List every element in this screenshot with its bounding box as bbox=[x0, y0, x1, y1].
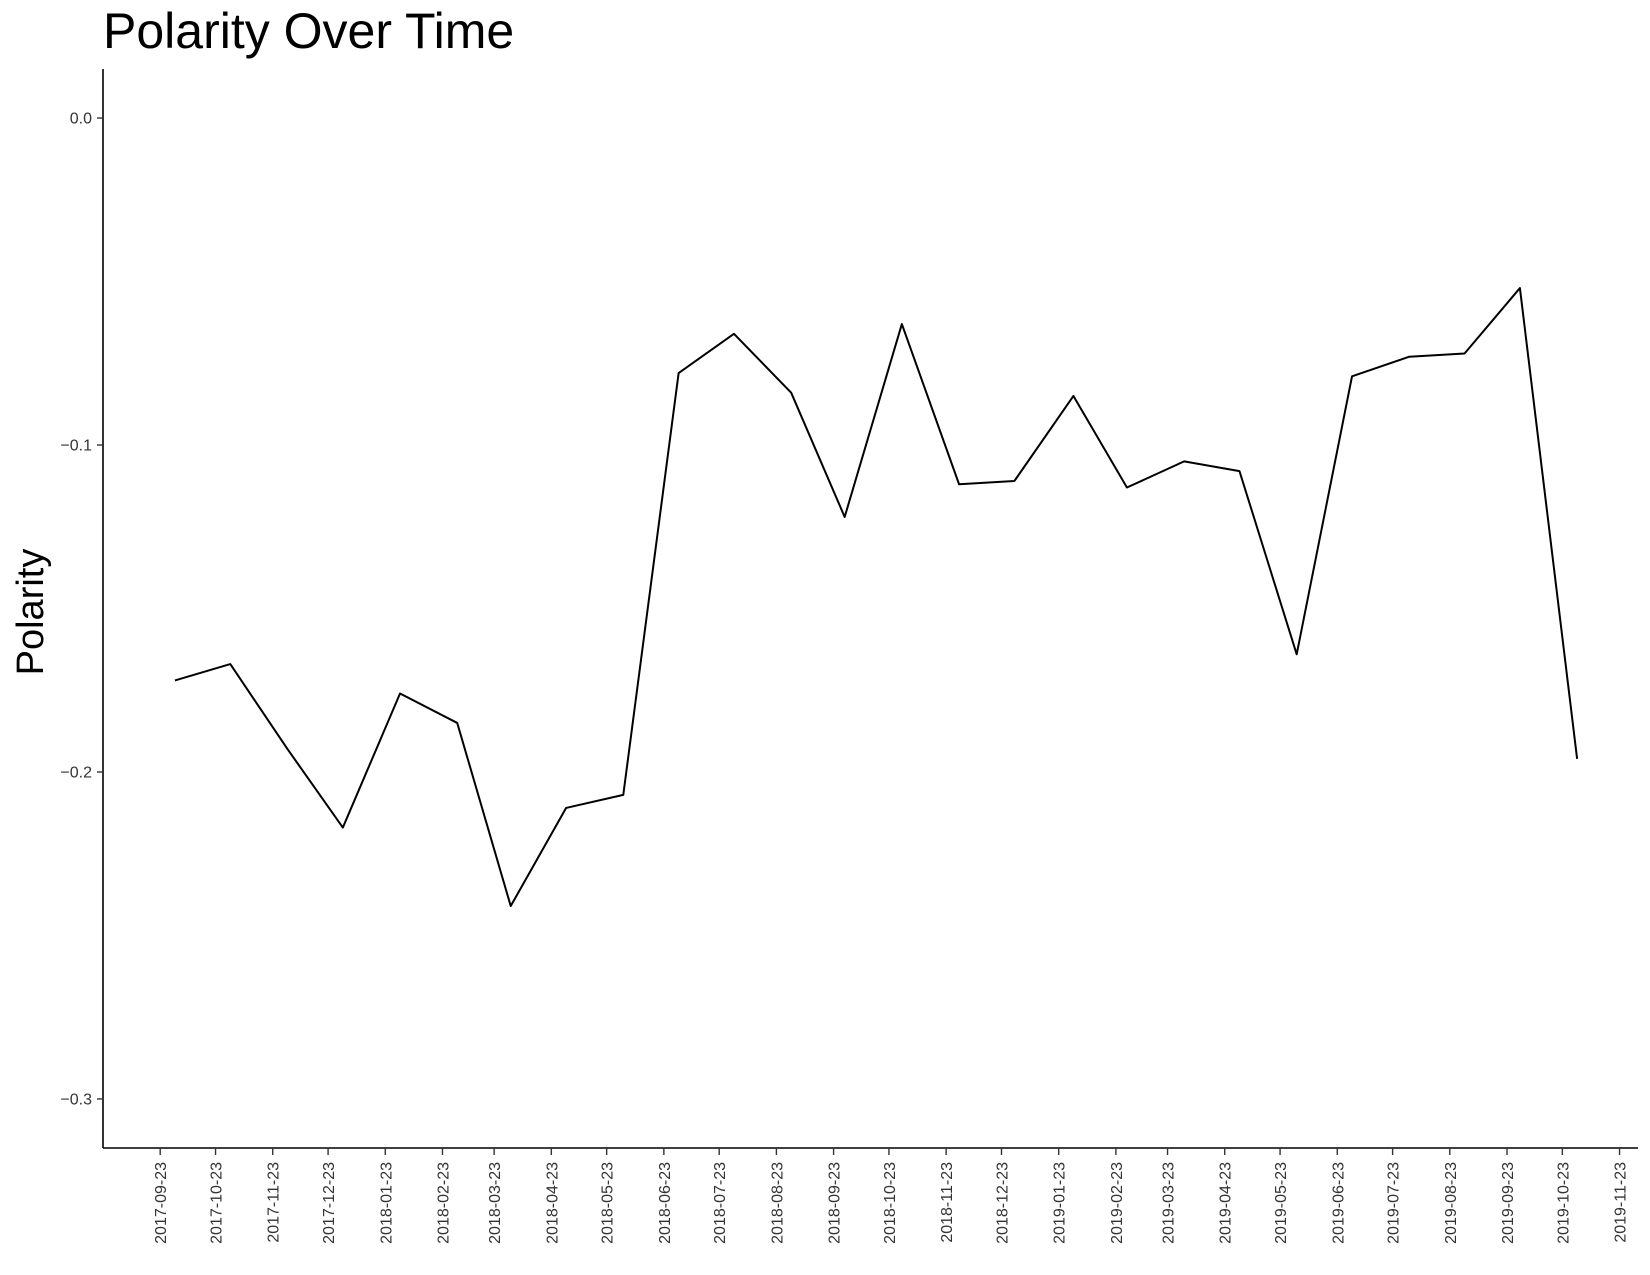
x-tick-label: 2018-06-23 bbox=[657, 1162, 674, 1244]
x-tick-label: 2017-09-23 bbox=[153, 1162, 170, 1244]
x-tick-label: 2018-04-23 bbox=[544, 1162, 561, 1244]
x-tick-label: 2019-09-23 bbox=[1500, 1162, 1517, 1244]
chart-title: Polarity Over Time bbox=[103, 3, 514, 59]
x-tick-label: 2018-02-23 bbox=[435, 1162, 452, 1244]
x-tick-label: 2019-02-23 bbox=[1109, 1162, 1126, 1244]
x-tick-label: 2019-05-23 bbox=[1273, 1162, 1290, 1244]
x-tick-label: 2017-10-23 bbox=[209, 1162, 226, 1244]
x-tick-label: 2018-11-23 bbox=[939, 1162, 956, 1243]
y-tick-label: 0.0 bbox=[70, 111, 92, 128]
y-tick-label: −0.3 bbox=[60, 1091, 92, 1108]
y-tick-label: −0.2 bbox=[60, 764, 92, 781]
x-tick-label: 2018-03-23 bbox=[487, 1162, 504, 1244]
series-line bbox=[174, 287, 1579, 908]
x-tick-label: 2019-04-23 bbox=[1218, 1162, 1235, 1244]
x-tick-label: 2018-01-23 bbox=[378, 1162, 395, 1244]
y-axis-label: Polarity bbox=[10, 549, 52, 676]
y-tick-label: −0.1 bbox=[60, 438, 92, 455]
x-tick-label: 2019-01-23 bbox=[1052, 1162, 1069, 1244]
x-tick-label: 2019-10-23 bbox=[1555, 1162, 1572, 1244]
x-tick-label: 2019-07-23 bbox=[1386, 1162, 1403, 1244]
x-tick-label: 2019-08-23 bbox=[1443, 1162, 1460, 1244]
x-tick-label: 2019-03-23 bbox=[1161, 1162, 1178, 1244]
x-tick-label: 2018-05-23 bbox=[600, 1162, 617, 1244]
x-tick-label: 2018-10-23 bbox=[882, 1162, 899, 1244]
x-tick-label: 2019-11-23 bbox=[1613, 1162, 1630, 1243]
x-tick-label: 2018-09-23 bbox=[827, 1162, 844, 1244]
y-axis-ticks: 0.0 −0.1 −0.2 −0.3 bbox=[60, 111, 103, 1108]
x-tick-label: 2019-06-23 bbox=[1330, 1162, 1347, 1244]
x-axis-ticks: 2017-09-23 2017-10-23 2017-11-23 2017-12-23… bbox=[153, 1148, 1630, 1244]
x-tick-label: 2017-12-23 bbox=[321, 1162, 338, 1244]
x-tick-label: 2017-11-23 bbox=[266, 1162, 283, 1243]
x-tick-label: 2018-12-23 bbox=[994, 1162, 1011, 1244]
series-group bbox=[174, 287, 1579, 908]
x-tick-label: 2018-07-23 bbox=[712, 1162, 729, 1244]
x-tick-label: 2018-08-23 bbox=[769, 1162, 786, 1244]
